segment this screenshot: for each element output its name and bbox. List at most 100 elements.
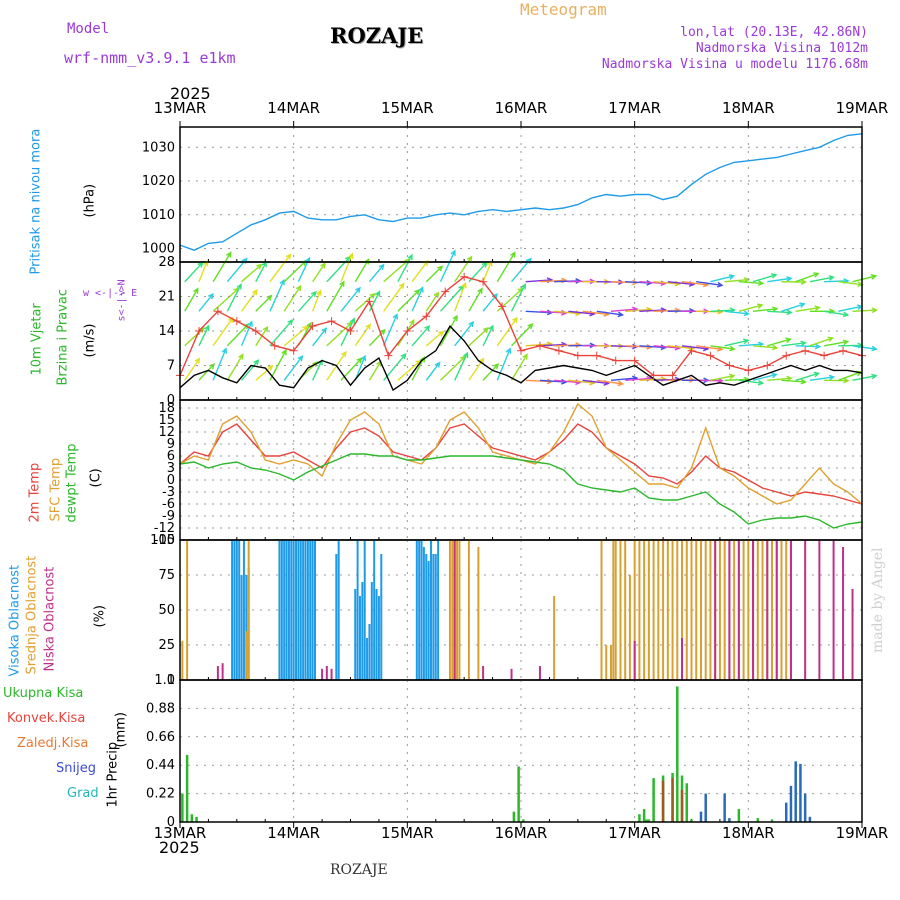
bar-snow	[803, 793, 807, 822]
x-tick-label-bottom: 13MAR	[154, 824, 207, 842]
series-line-pressure	[179, 133, 863, 251]
y-tick-label: 15	[158, 413, 175, 428]
bar-mid	[638, 540, 641, 680]
wind-barb	[667, 281, 694, 286]
bar-total	[185, 754, 189, 822]
wind-barb	[696, 345, 723, 351]
wind-barb	[596, 310, 623, 316]
gust-marker	[611, 356, 620, 365]
x-tick-label-bottom: 17MAR	[608, 824, 661, 842]
bar-high	[304, 540, 307, 680]
wind-barb-head	[757, 303, 764, 309]
wind-barb	[824, 310, 848, 316]
wind-barb-head	[252, 289, 258, 296]
gust-marker	[498, 302, 507, 311]
panel-frame	[179, 126, 863, 263]
bar-high	[356, 540, 359, 680]
wind-barb-head	[728, 274, 736, 280]
y-tick-label: 0.22	[146, 787, 175, 802]
wind-barb	[610, 377, 637, 381]
wind-barb	[838, 281, 863, 286]
bar-mid	[756, 540, 759, 680]
gust-marker	[801, 346, 810, 355]
bar-high	[418, 540, 421, 680]
wind-barb	[653, 345, 680, 349]
gust-marker	[213, 307, 222, 316]
wind-barb	[269, 279, 285, 312]
wind-barb	[752, 308, 778, 312]
bar-high	[370, 582, 373, 680]
x-tick-label-top: 17MAR	[608, 99, 661, 117]
bar-low	[714, 540, 717, 680]
wind-barb-head	[400, 353, 407, 360]
bar-total	[195, 816, 198, 822]
wind-barb	[510, 284, 526, 312]
wind-barb	[568, 310, 595, 315]
wind-barb-head	[310, 290, 317, 297]
bar-mid	[785, 540, 788, 680]
bar-mid	[451, 540, 454, 680]
wind-barb	[226, 354, 244, 381]
wind-barb-head	[522, 353, 528, 360]
gust-marker	[422, 312, 431, 321]
wind-barb-head	[527, 323, 534, 330]
wind-barb	[554, 310, 581, 315]
wind-barb	[738, 379, 763, 384]
wind-barb-head	[279, 278, 285, 286]
wind-barb-head	[267, 364, 274, 371]
elevation-label: Nadmorska Visina 1012m	[695, 41, 868, 56]
wind-barb	[738, 343, 763, 347]
wind-barb	[710, 309, 735, 312]
wind-barb-head	[512, 316, 518, 323]
wind-barb-head	[452, 314, 458, 322]
wind-barb-head	[365, 323, 372, 330]
wind-barb-head	[238, 353, 244, 360]
wind-barb	[681, 345, 708, 350]
wind-barb-head	[674, 307, 682, 314]
x-tick-label-top: 15MAR	[381, 99, 434, 117]
wind-barb-head	[870, 274, 878, 280]
series-line-dewpt	[179, 453, 863, 529]
bar-mid	[624, 540, 627, 680]
wind-barb	[255, 261, 267, 283]
wind-barb	[255, 326, 269, 347]
wind-barb	[639, 378, 666, 381]
y-tick-label: 75	[158, 568, 175, 583]
wind-barb	[354, 293, 376, 312]
wind-barb	[625, 308, 652, 312]
wind-barb	[454, 352, 469, 381]
precip-legend-snow: Snijeg	[56, 761, 96, 776]
x-tick-label-top: 16MAR	[495, 99, 548, 117]
x-tick-label-bottom: 15MAR	[381, 824, 434, 842]
gust-marker	[289, 346, 298, 355]
gust-marker	[763, 361, 772, 370]
wind-barb	[710, 375, 735, 381]
wind-barb-head	[729, 345, 736, 352]
bar-low	[633, 640, 636, 680]
x-tick-label-bottom: 18MAR	[722, 824, 775, 842]
wind-barb-head	[302, 325, 309, 332]
bar-mid	[699, 540, 702, 680]
y-tick-label: -12	[154, 521, 175, 536]
bar-mid	[456, 540, 459, 680]
bar-high	[231, 540, 234, 680]
bar-high	[233, 540, 236, 680]
wind-barb	[212, 317, 234, 347]
wind-barb	[212, 348, 227, 381]
wind-barb	[184, 358, 200, 381]
wind-barb-head	[281, 348, 287, 356]
bar-snow	[728, 818, 731, 822]
gust-marker	[839, 346, 848, 355]
wind-barb	[368, 264, 385, 283]
wind-barb	[311, 290, 322, 312]
y-tick-label: 1020	[142, 174, 175, 189]
bar-high	[373, 540, 376, 680]
x-tick-label-bottom: 14MAR	[267, 824, 320, 842]
bar-mid	[181, 640, 184, 680]
wind-barb-head	[575, 278, 582, 284]
wind-barb	[752, 274, 777, 283]
bar-high	[358, 596, 361, 680]
bar-high	[427, 561, 430, 680]
bar-low	[832, 540, 835, 680]
